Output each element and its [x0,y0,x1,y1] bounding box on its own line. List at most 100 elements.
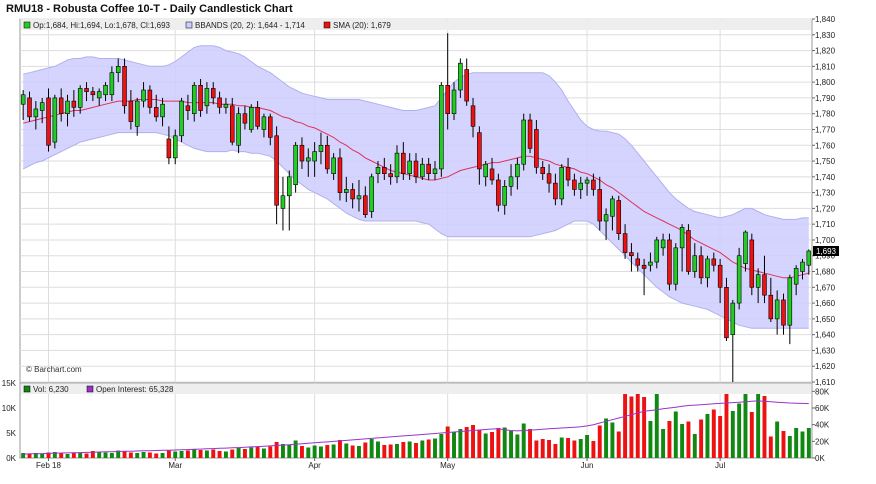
volume-bar [414,443,418,458]
price-tick-label: 1,780 [815,110,836,119]
candle [584,176,590,196]
candle [160,97,165,127]
candle [648,252,653,272]
volume-bar [553,444,558,458]
volume-bar [299,446,304,458]
candle-body [153,107,159,118]
candle-body [603,214,609,222]
candle [356,179,362,212]
candle [191,82,197,122]
volume-tick-label: 10K [2,404,17,413]
candle [229,97,235,146]
volume-bar [433,438,437,458]
candle-body [749,239,755,288]
candle-body [255,107,260,127]
candle-body [394,152,400,178]
sma-legend-swatch [323,21,331,29]
oi-legend-swatch [86,385,94,393]
volume-bar [344,443,349,458]
candle [578,176,584,199]
price-tick-label: 1,650 [815,315,836,324]
candle [787,274,793,345]
candle-body [641,264,647,269]
volume-bar [160,453,165,458]
candle [141,82,146,108]
candle-body [717,264,723,288]
volume-bar [350,445,355,458]
candle-body [572,179,577,190]
candle [660,233,666,256]
candle-body [654,239,660,263]
volume-bar [452,432,456,458]
volume-bar [90,451,95,458]
candle-body [565,167,571,181]
volume-bar [800,431,805,458]
candle-body [407,160,412,174]
candle-body [743,231,748,264]
volume-bar [388,444,393,458]
bollinger-band [23,45,809,329]
volume-bar [274,442,279,458]
volume-bar [534,440,539,458]
volume-bar [407,441,412,458]
candle-body [464,69,469,102]
volume-bar [318,446,323,458]
volume-bar [572,440,577,458]
candle-body [52,97,58,143]
candle-body [39,102,45,111]
candle [90,86,96,102]
candle-body [420,163,425,178]
candle [692,243,698,278]
candle [445,33,450,130]
candle [667,233,672,291]
candle [242,105,248,130]
candle-body [337,157,343,193]
candle [743,230,748,272]
candle [84,82,89,102]
last-price-label: 1,693 [816,247,837,256]
candle [109,66,115,102]
candle-body [705,258,710,279]
volume-bar [280,444,285,458]
volume-bar [166,450,171,458]
candle-body [648,261,653,266]
volume-bar [401,442,406,458]
volume-bar [135,453,140,458]
price-tick-label: 1,680 [815,268,836,277]
candle-body [185,105,191,111]
price-tick-label: 1,830 [815,31,836,40]
candle [122,58,127,114]
candle-body [382,167,387,174]
candle [546,164,552,193]
volume-bar [363,442,368,458]
volume-bar [559,437,564,458]
volume-bar [794,428,799,458]
candle-body [344,189,349,193]
candle [382,157,387,180]
candle [572,173,577,196]
candle [439,82,444,177]
candle [248,104,254,133]
candle-body [698,255,704,279]
candle-body [768,294,774,320]
candle-body [477,132,482,170]
candle [515,157,520,190]
candle [65,94,70,127]
candle [96,88,102,106]
volume-bar [458,429,463,458]
bollinger-upper-line [23,45,809,220]
volume-bar [109,453,114,458]
candle [724,277,729,341]
candle [705,255,710,288]
volume-bar [705,414,710,458]
volume-bar [477,429,482,458]
volume-bar [52,452,57,458]
price-tick-label: 1,640 [815,331,836,340]
candle-body [724,287,729,339]
volume-legend-bar [21,384,811,394]
candle-body [223,103,229,108]
candle-body [287,176,292,197]
volume-bar [242,449,247,458]
volume-bar [84,453,89,458]
price-tick-label: 1,660 [815,299,836,308]
